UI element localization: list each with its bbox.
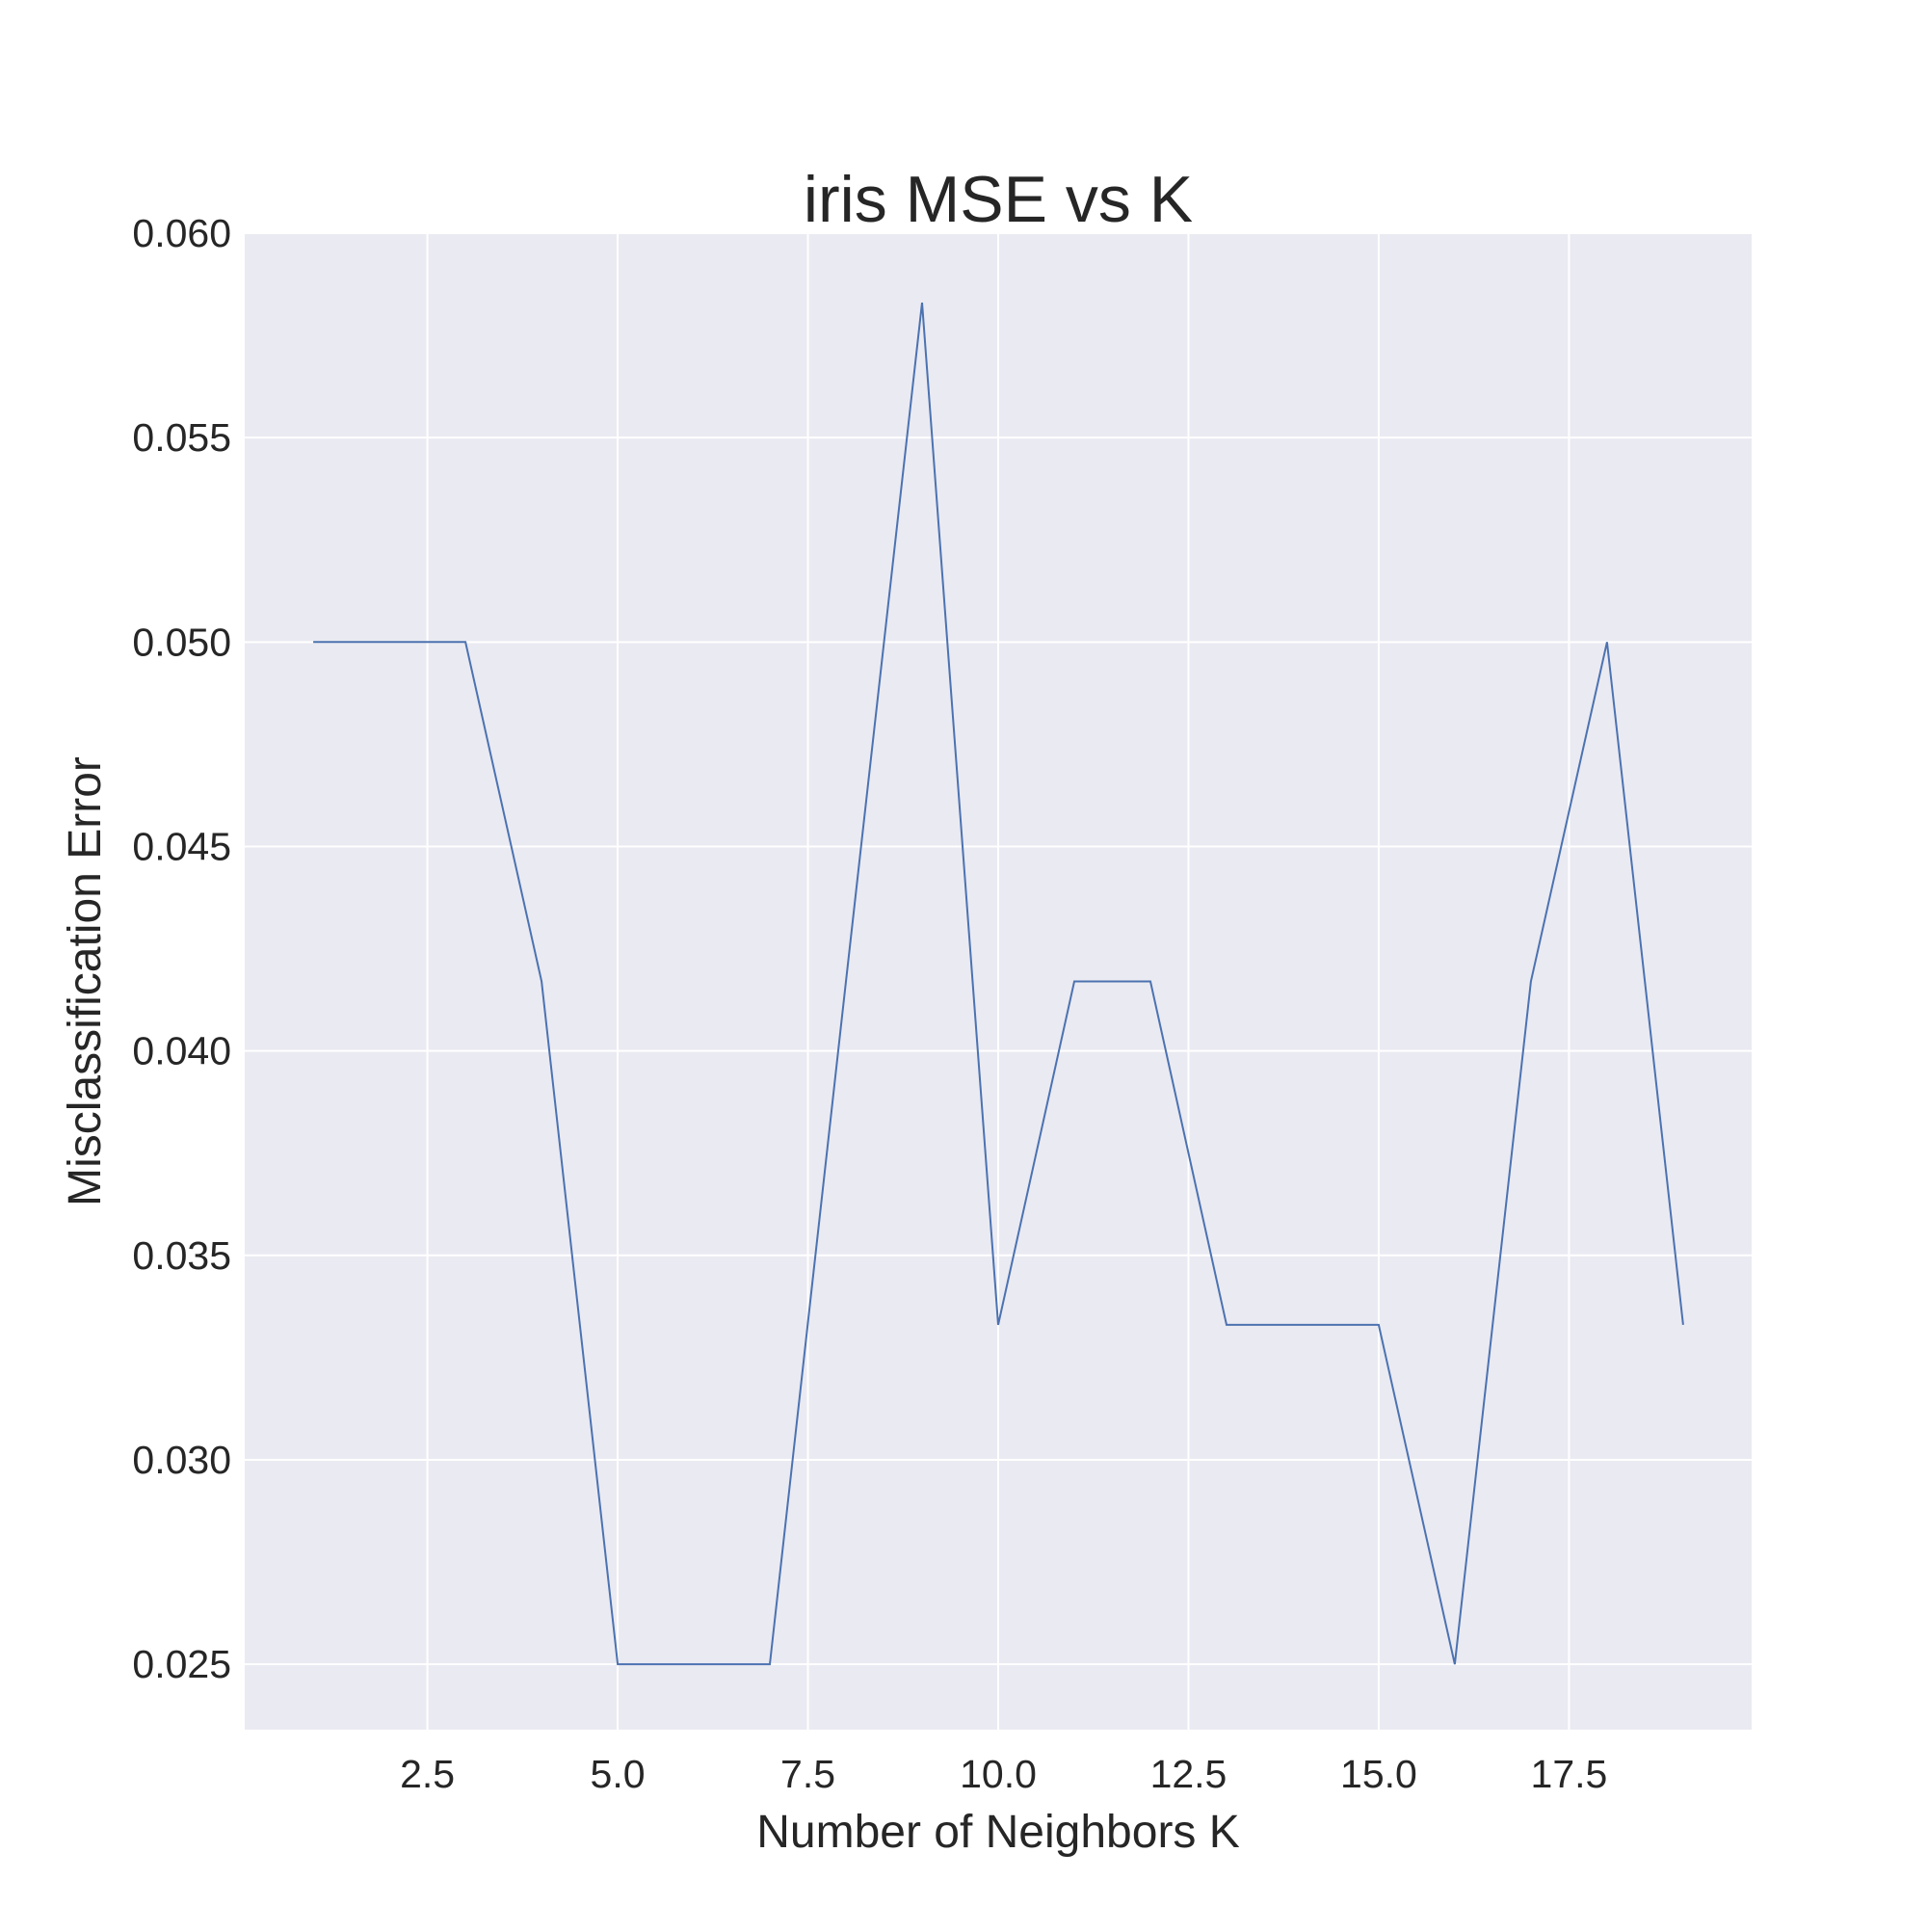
y-tick-label: 0.050 <box>132 620 231 664</box>
y-tick-label: 0.030 <box>132 1438 231 1482</box>
series-line <box>313 302 1684 1666</box>
x-tick-label: 2.5 <box>400 1752 455 1796</box>
y-axis-label: Misclassification Error <box>60 756 111 1206</box>
x-tick-labels: 2.5 5.0 7.5 10.0 12.5 15.0 17.5 <box>400 1752 1607 1796</box>
y-tick-label: 0.040 <box>132 1029 231 1073</box>
x-tick-label: 7.5 <box>780 1752 835 1796</box>
series-layer <box>313 302 1684 1666</box>
chart-title: iris MSE vs K <box>804 163 1193 236</box>
y-tick-labels: 0.025 0.030 0.035 0.040 0.045 0.050 0.055 0.060 <box>132 211 231 1686</box>
x-tick-label: 15.0 <box>1340 1752 1417 1796</box>
x-axis-label: Number of Neighbors K <box>756 1807 1240 1858</box>
y-tick-label: 0.045 <box>132 824 231 868</box>
y-tick-label: 0.025 <box>132 1642 231 1686</box>
x-tick-label: 5.0 <box>591 1752 646 1796</box>
y-tick-label: 0.060 <box>132 211 231 255</box>
x-tick-label: 10.0 <box>960 1752 1037 1796</box>
x-tick-label: 12.5 <box>1150 1752 1227 1796</box>
y-tick-label: 0.055 <box>132 415 231 460</box>
y-tick-label: 0.035 <box>132 1233 231 1278</box>
x-tick-label: 17.5 <box>1531 1752 1608 1796</box>
